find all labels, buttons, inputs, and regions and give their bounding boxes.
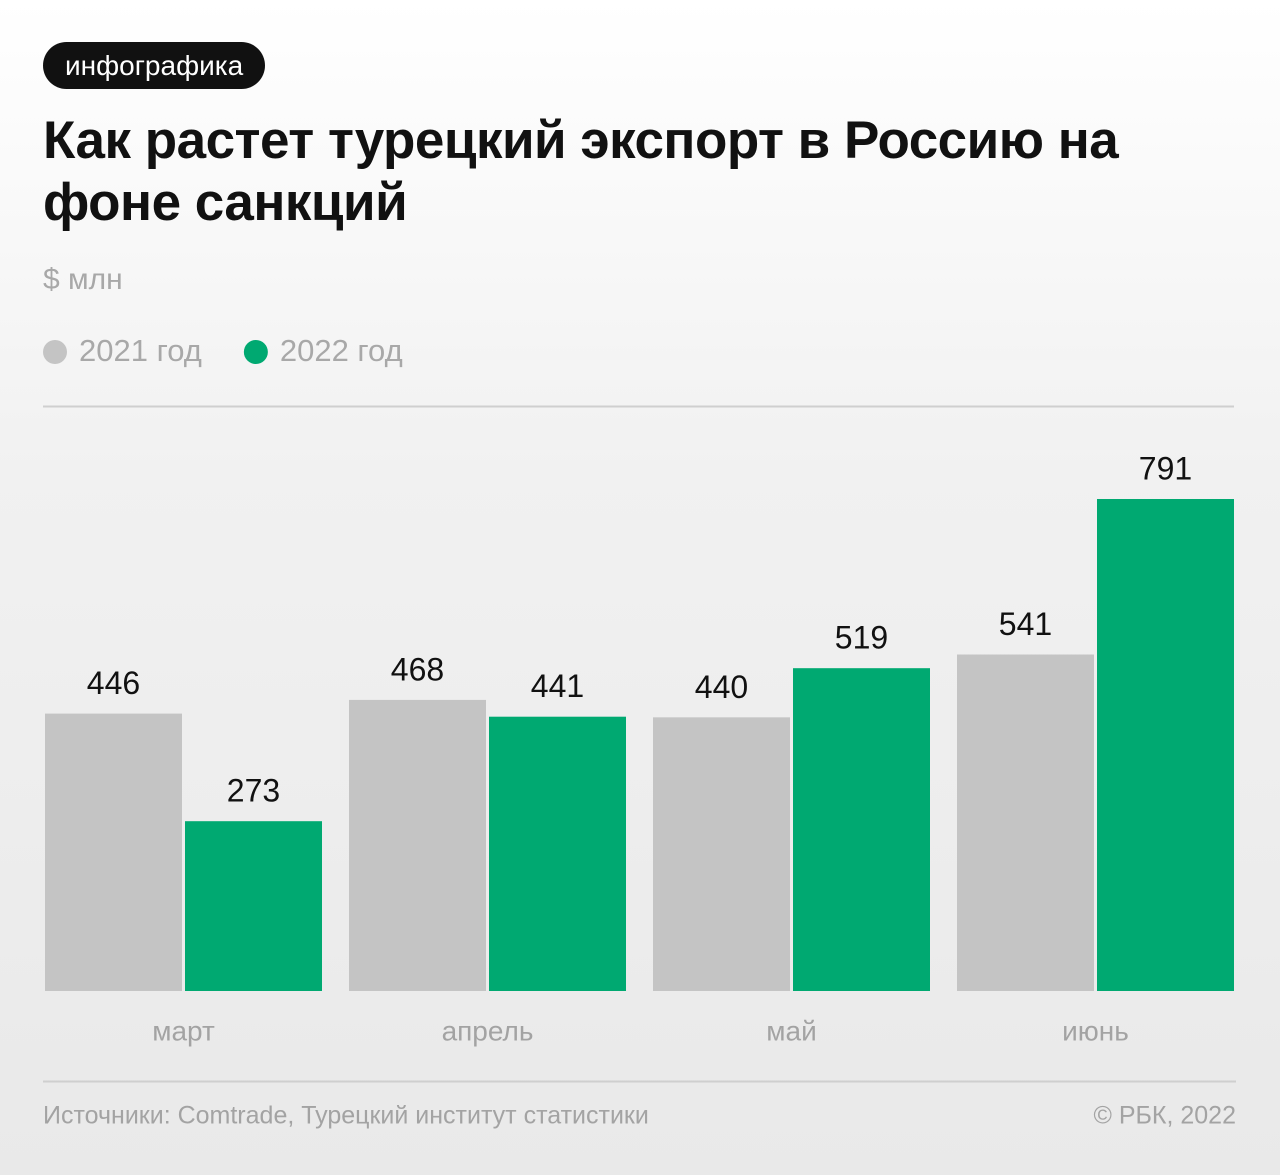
legend-label: 2022 год <box>280 333 403 368</box>
value-label: 446 <box>87 665 140 701</box>
badge: инфографика <box>43 42 266 89</box>
bar <box>957 654 1094 991</box>
bar <box>653 717 790 991</box>
value-label: 541 <box>999 606 1052 642</box>
value-label: 440 <box>695 669 748 705</box>
chart-title: Как растет турецкий экспорт в Россию на … <box>43 111 1119 232</box>
bar <box>1097 499 1234 991</box>
value-label: 791 <box>1139 450 1192 486</box>
value-label: 468 <box>391 651 444 687</box>
credit: © РБК, 2022 <box>1093 1102 1236 1130</box>
x-tick-label: апрель <box>442 1015 534 1046</box>
bar <box>45 713 182 991</box>
x-tick-label: март <box>152 1015 215 1046</box>
source: Источники: Comtrade, Турецкий институт с… <box>43 1102 649 1130</box>
value-label: 441 <box>531 668 584 704</box>
value-label: 519 <box>835 620 888 656</box>
legend-label: 2021 год <box>79 333 202 368</box>
bar <box>489 716 626 991</box>
bar <box>185 821 322 991</box>
value-label: 273 <box>227 773 280 809</box>
x-tick-label: июнь <box>1062 1015 1129 1046</box>
x-tick-label: май <box>766 1015 816 1046</box>
subtitle: $ млн <box>43 263 123 296</box>
legend-marker <box>243 340 268 364</box>
bar <box>349 699 486 991</box>
bar <box>793 668 930 991</box>
legend-marker <box>43 340 67 364</box>
